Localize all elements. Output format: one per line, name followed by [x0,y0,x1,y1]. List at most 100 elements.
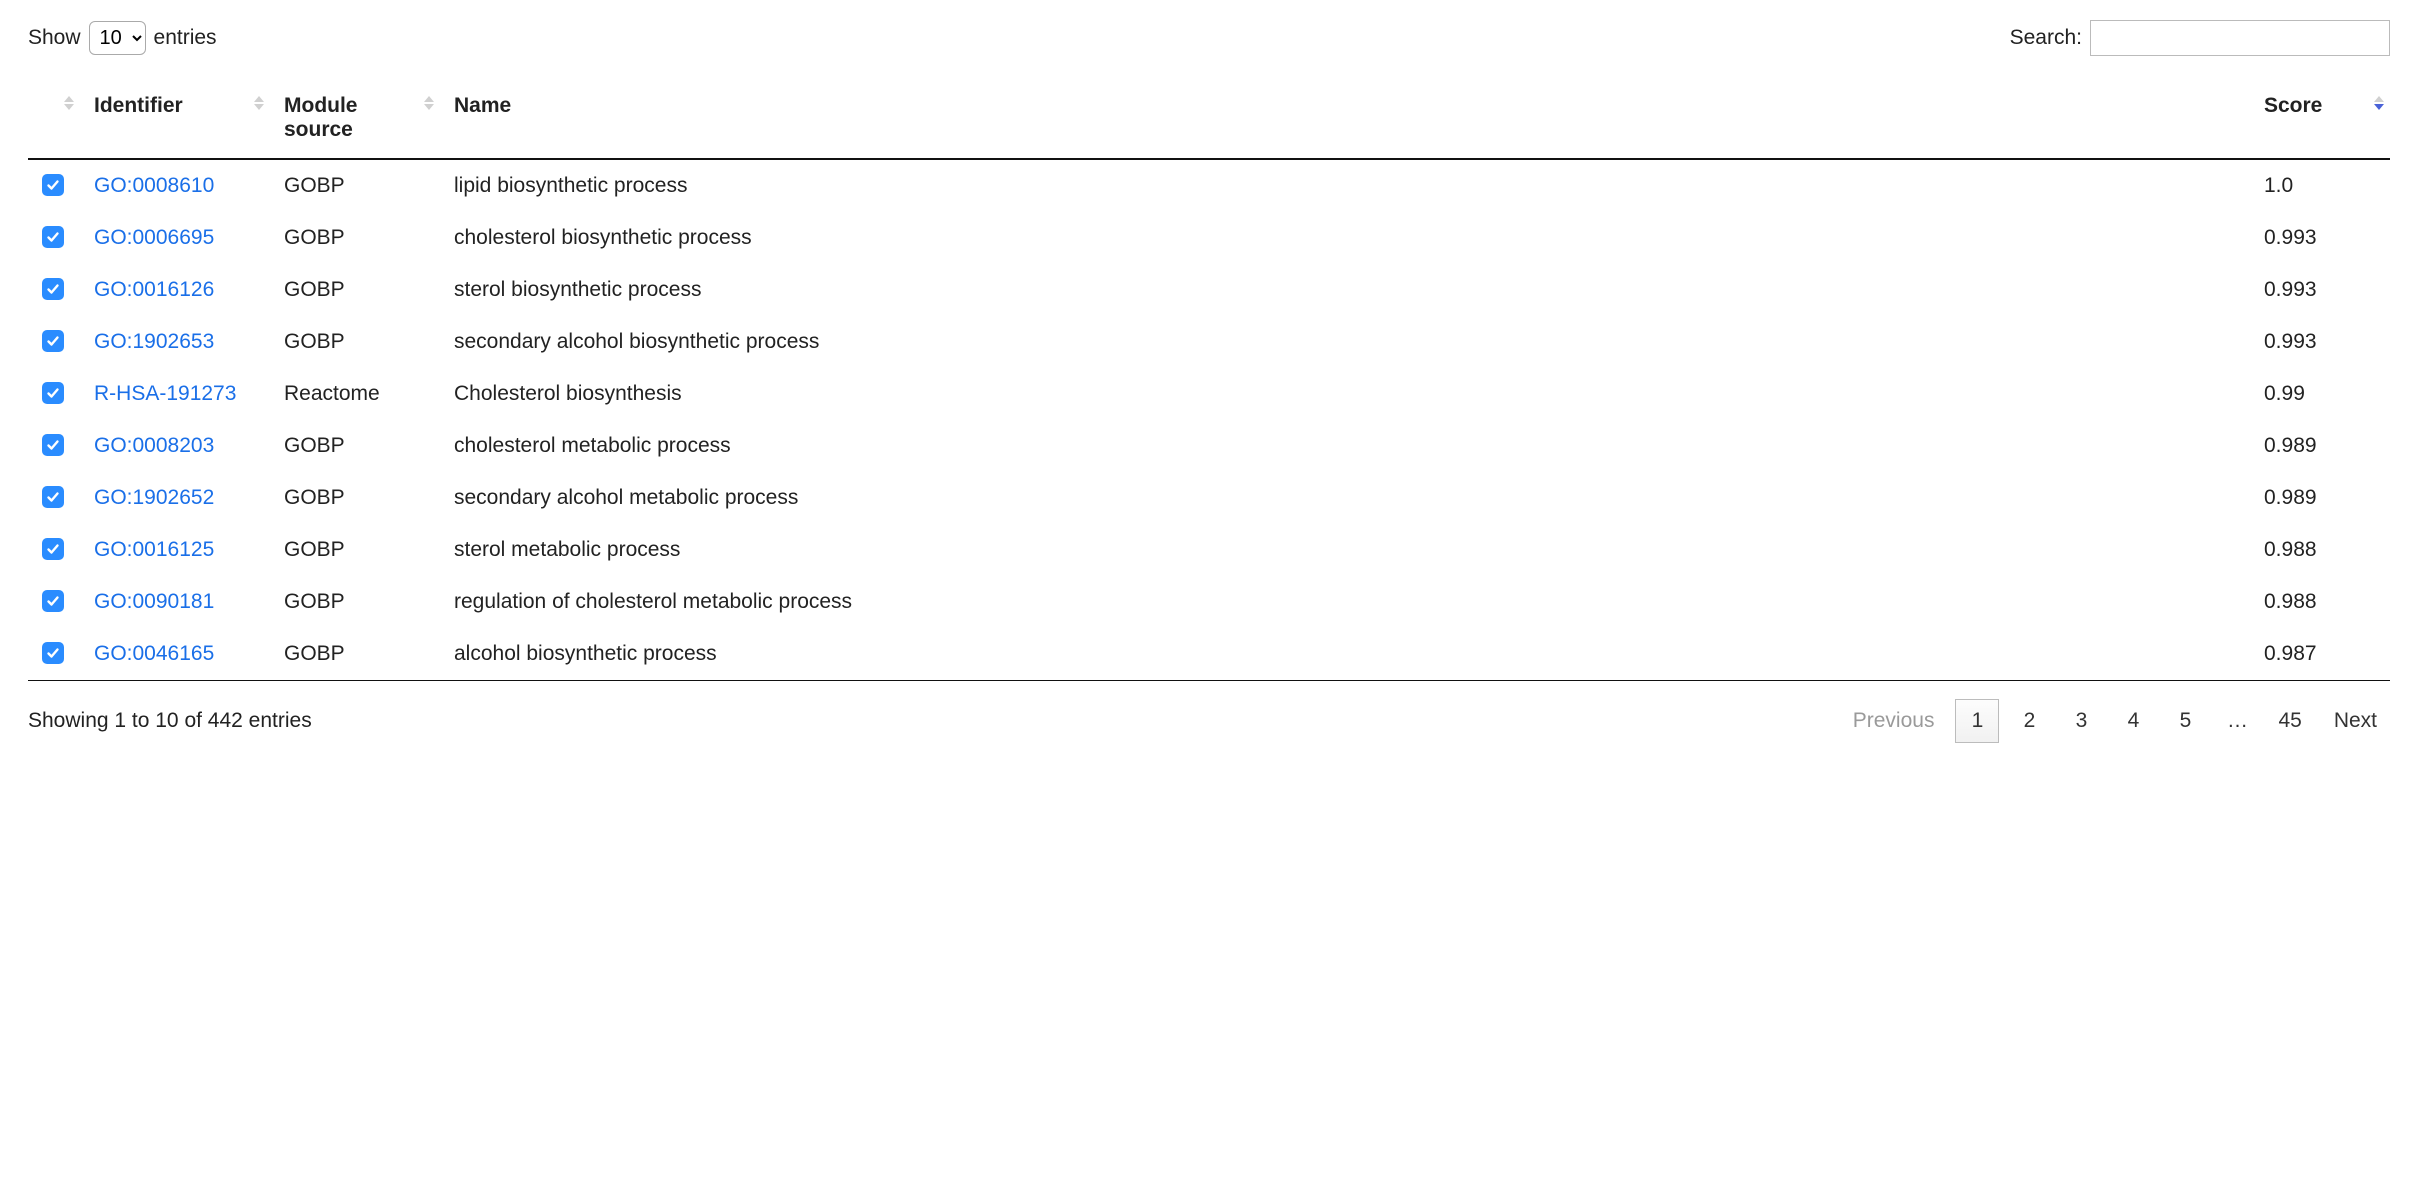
row-checkbox[interactable] [42,538,64,560]
row-checkbox[interactable] [42,486,64,508]
identifier-link[interactable]: GO:0090181 [94,590,214,613]
col-header-checkbox[interactable] [28,84,80,159]
cell-identifier: GO:1902652 [80,472,270,524]
identifier-link[interactable]: GO:0016126 [94,278,214,301]
col-header-identifier[interactable]: Identifier [80,84,270,159]
identifier-link[interactable]: GO:0008203 [94,434,214,457]
cell-module-source: Reactome [270,368,440,420]
table-body: GO:0008610GOBPlipid biosynthetic process… [28,159,2390,681]
col-header-score[interactable]: Score [2250,84,2390,159]
table-row: GO:0046165GOBPalcohol biosynthetic proce… [28,628,2390,681]
cell-module-source: GOBP [270,576,440,628]
cell-identifier: GO:0090181 [80,576,270,628]
cell-identifier: GO:0016126 [80,264,270,316]
data-table: Identifier Module source Name [28,84,2390,681]
table-row: GO:0008610 GOBPlipid biosynthetic process… [28,159,2390,212]
cell-name: cholesterol biosynthetic process [440,212,2250,264]
cell-identifier: GO:0008610 [80,159,270,212]
cell-name: secondary alcohol metabolic process [440,472,2250,524]
cell-checkbox [28,576,80,628]
col-header-name[interactable]: Name [440,84,2250,159]
identifier-link[interactable]: GO:0006695 [94,226,214,249]
cell-checkbox [28,368,80,420]
table-row: GO:0016126 GOBPsterol biosynthetic proces… [28,264,2390,316]
cell-checkbox [28,264,80,316]
cell-name: sterol biosynthetic process [440,264,2250,316]
col-header-label: Name [454,94,511,117]
identifier-link[interactable]: GO:1902652 [94,486,214,509]
cell-checkbox [28,212,80,264]
identifier-link[interactable]: GO:0046165 [94,642,214,665]
cell-name: Cholesterol biosynthesis [440,368,2250,420]
pagination-page-1[interactable]: 1 [1955,699,1999,743]
row-checkbox[interactable] [42,590,64,612]
cell-name: lipid biosynthetic process [440,159,2250,212]
cell-name: cholesterol metabolic process [440,420,2250,472]
sort-arrows-icon [424,96,434,110]
cell-score: 0.993 [2250,264,2390,316]
cell-score: 0.988 [2250,576,2390,628]
pagination-ellipsis: … [2215,699,2259,743]
cell-identifier: GO:0016125 [80,524,270,576]
table-row: GO:0016125GOBPsterol metabolic process0.… [28,524,2390,576]
cell-identifier: GO:0046165 [80,628,270,681]
pagination: Previous12345…45Next [1840,699,2390,743]
table-row: R-HSA-191273 ReactomeCholesterol biosynth… [28,368,2390,420]
length-suffix: entries [154,26,217,50]
cell-identifier: R-HSA-191273 [80,368,270,420]
cell-checkbox [28,472,80,524]
pagination-page-2[interactable]: 2 [2007,699,2051,743]
table-row: GO:1902652 GOBPsecondary alcohol metaboli… [28,472,2390,524]
cell-identifier: GO:0006695 [80,212,270,264]
cell-score: 0.993 [2250,316,2390,368]
pagination-page-4[interactable]: 4 [2111,699,2155,743]
header-row: Identifier Module source Name [28,84,2390,159]
cell-score: 0.989 [2250,420,2390,472]
row-checkbox[interactable] [42,642,64,664]
table-row: GO:0006695 GOBPcholesterol biosynthetic p… [28,212,2390,264]
row-checkbox[interactable] [42,434,64,456]
sort-arrows-icon [2374,96,2384,110]
col-header-label: Module source [284,94,358,141]
cell-checkbox [28,159,80,212]
row-checkbox[interactable] [42,330,64,352]
cell-module-source: GOBP [270,264,440,316]
pagination-page-3[interactable]: 3 [2059,699,2103,743]
cell-checkbox [28,524,80,576]
cell-module-source: GOBP [270,472,440,524]
cell-identifier: GO:1902653 [80,316,270,368]
cell-score: 0.989 [2250,472,2390,524]
row-checkbox[interactable] [42,226,64,248]
search-input[interactable] [2090,20,2390,56]
length-menu: Show 10 entries [28,21,217,55]
cell-module-source: GOBP [270,524,440,576]
cell-module-source: GOBP [270,159,440,212]
col-header-label: Identifier [94,94,183,117]
row-checkbox[interactable] [42,278,64,300]
cell-name: alcohol biosynthetic process [440,628,2250,681]
pagination-page-5[interactable]: 5 [2163,699,2207,743]
row-checkbox[interactable] [42,382,64,404]
identifier-link[interactable]: GO:0008610 [94,174,214,197]
cell-score: 0.987 [2250,628,2390,681]
table-row: GO:0008203GOBPcholesterol metabolic proc… [28,420,2390,472]
cell-module-source: GOBP [270,212,440,264]
identifier-link[interactable]: GO:0016125 [94,538,214,561]
pagination-previous: Previous [1840,699,1948,743]
search-label: Search: [2010,26,2082,50]
cell-checkbox [28,316,80,368]
identifier-link[interactable]: GO:1902653 [94,330,214,353]
datatable-wrapper: Show 10 entries Search: Identifier [0,0,2418,767]
row-checkbox[interactable] [42,174,64,196]
pagination-next[interactable]: Next [2321,699,2390,743]
identifier-link[interactable]: R-HSA-191273 [94,382,236,405]
length-select[interactable]: 10 [89,21,146,55]
sort-arrows-icon [64,96,74,110]
cell-module-source: GOBP [270,316,440,368]
cell-score: 1.0 [2250,159,2390,212]
cell-checkbox [28,420,80,472]
pagination-page-45[interactable]: 45 [2267,699,2312,743]
cell-checkbox [28,628,80,681]
table-row: GO:1902653GOBPsecondary alcohol biosynth… [28,316,2390,368]
col-header-module-source[interactable]: Module source [270,84,440,159]
